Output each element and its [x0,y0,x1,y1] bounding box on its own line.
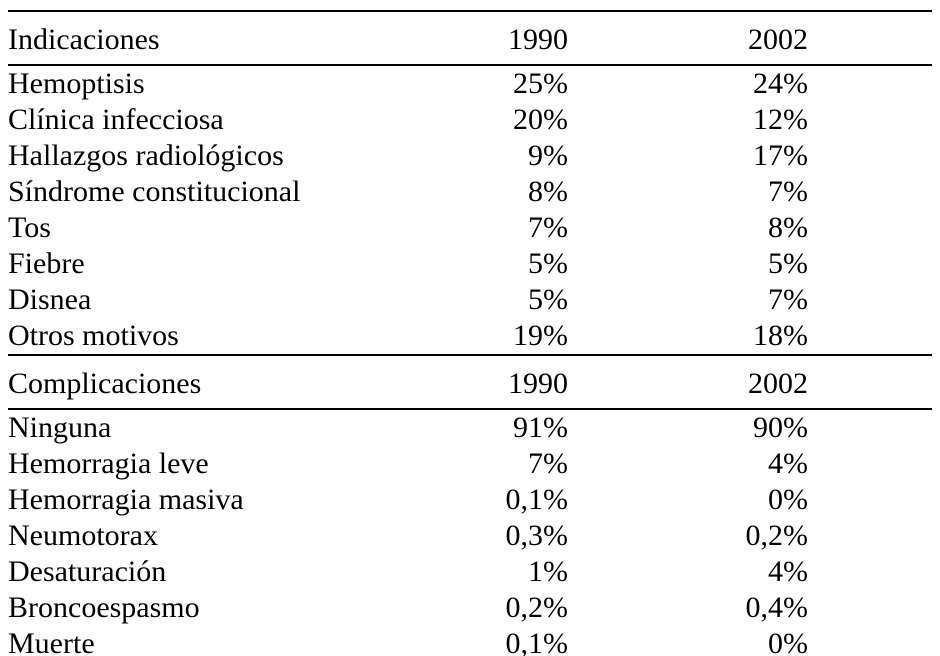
value-2002: 7% [768,283,808,316]
spacer-cell [808,482,932,518]
row-label: Desaturación [8,555,167,588]
row-label: Hemorragia leve [8,447,209,480]
value-2002: 4% [768,447,808,480]
spacer-cell [808,65,932,102]
table-row: Ninguna 91% 90% [8,409,932,446]
value-1990: 8% [528,175,568,208]
column-header-2002: 2002 [568,354,808,410]
table-row: Hemoptisis 25% 24% [8,65,932,102]
spacer-cell [808,354,932,410]
value-1990: 5% [528,247,568,280]
spacer-cell [808,210,932,246]
row-label: Hallazgos radiológicos [8,139,284,172]
value-2002: 12% [753,103,808,136]
column-header-1990: 1990 [428,354,568,410]
value-1990: 0,2% [505,591,569,624]
spacer-cell [808,102,932,138]
value-2002: 18% [753,319,808,352]
table-row: Desaturación 1% 4% [8,554,932,590]
section-complicaciones: Complicaciones 1990 2002 Ninguna 91% 90%… [8,354,932,656]
spacer-cell [808,590,932,626]
value-1990: 5% [528,283,568,316]
table-row: Muerte 0,1% 0% [8,626,932,656]
table-row: Tos 7% 8% [8,210,932,246]
spacer-cell [808,246,932,282]
value-1990: 25% [513,67,568,100]
value-1990: 20% [513,103,568,136]
value-1990: 0,1% [428,626,568,656]
row-label: Hemoptisis [8,67,145,100]
value-1990: 0,3% [505,519,569,552]
table-row: Clínica infecciosa 20% 12% [8,102,932,138]
value-2002: 0,2% [745,519,809,552]
spacer-cell [808,554,932,590]
table-row: Neumotorax 0,3% 0,2% [8,518,932,554]
value-2002: 8% [768,211,808,244]
row-label: Otros motivos [8,319,179,352]
spacer-cell [808,282,932,318]
row-label: Síndrome constitucional [8,175,301,208]
section-header-row-indicaciones: Indicaciones 1990 2002 [8,10,932,66]
table-row: Otros motivos 19% 18% [8,318,932,355]
table-row: Disnea 5% 7% [8,282,932,318]
value-1990: 19% [513,319,568,352]
value-2002: 0,4% [745,591,809,624]
spacer-cell [808,138,932,174]
section-header-row-complicaciones: Complicaciones 1990 2002 [8,354,932,410]
spacer-cell [808,446,932,482]
spacer-cell [808,409,932,446]
value-1990: 9% [528,139,568,172]
row-label: Disnea [8,283,92,316]
row-label: Ninguna [8,411,112,444]
spacer-cell [808,518,932,554]
column-header-2002: 2002 [568,10,808,66]
row-label: Broncoespasmo [8,591,200,624]
row-label: Neumotorax [8,519,158,552]
spacer-cell [808,318,932,355]
table-row: Síndrome constitucional 8% 7% [8,174,932,210]
value-2002: 4% [768,555,808,588]
section-title-complicaciones: Complicaciones [8,354,428,410]
section-indicaciones: Indicaciones 1990 2002 Hemoptisis 25% 24… [8,10,932,355]
section-title-indicaciones: Indicaciones [8,10,428,66]
value-2002: 17% [753,139,808,172]
value-1990: 0,1% [505,483,569,516]
value-2002: 0% [768,483,808,516]
value-1990: 7% [528,211,568,244]
value-2002: 90% [753,411,808,444]
row-label: Tos [8,211,51,244]
value-2002: 7% [768,175,808,208]
spacer-cell [808,174,932,210]
value-2002: 5% [768,247,808,280]
value-1990: 1% [528,555,568,588]
value-2002: 0% [568,626,808,656]
column-header-1990: 1990 [428,10,568,66]
spacer-cell [808,626,932,656]
table-row: Hallazgos radiológicos 9% 17% [8,138,932,174]
table-row: Hemorragia leve 7% 4% [8,446,932,482]
value-2002: 24% [753,67,808,100]
row-label: Hemorragia masiva [8,483,244,516]
table-row: Fiebre 5% 5% [8,246,932,282]
indications-complications-table: Indicaciones 1990 2002 Hemoptisis 25% 24… [8,10,932,656]
spacer-cell [808,10,932,66]
row-label: Muerte [8,626,428,656]
row-label: Fiebre [8,247,85,280]
value-1990: 7% [528,447,568,480]
value-1990: 91% [513,411,568,444]
table-row: Hemorragia masiva 0,1% 0% [8,482,932,518]
table-row: Broncoespasmo 0,2% 0,4% [8,590,932,626]
row-label: Clínica infecciosa [8,103,224,136]
